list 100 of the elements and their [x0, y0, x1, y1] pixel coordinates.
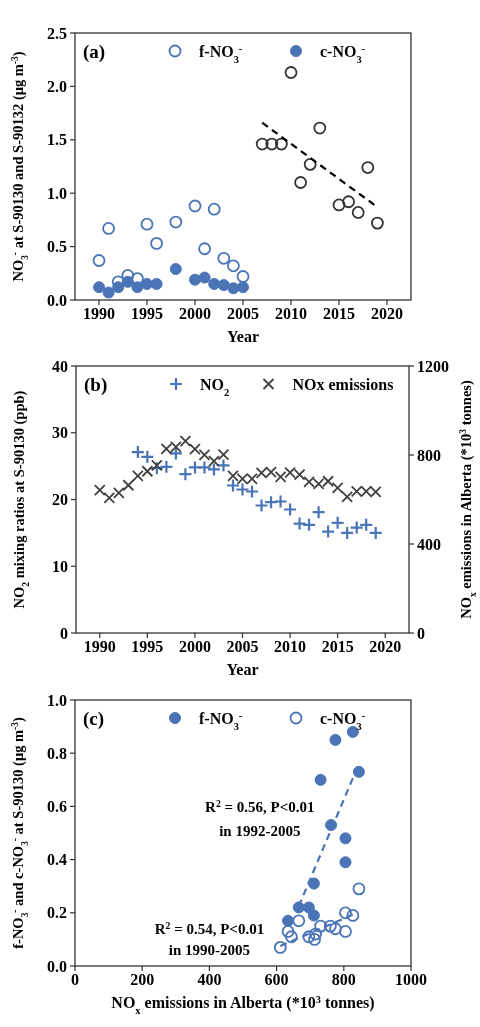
- point: [265, 137, 279, 151]
- x-tick-label: 2005: [226, 638, 259, 655]
- x-tick-label: 1000: [395, 971, 427, 988]
- point: [150, 459, 163, 472]
- point: [308, 933, 321, 946]
- point: [93, 484, 106, 497]
- point: [198, 448, 211, 461]
- point: [342, 195, 355, 209]
- point: [330, 515, 345, 530]
- annotation: (b): [84, 373, 108, 396]
- point: [169, 215, 183, 229]
- y2-tick-label: 0: [417, 624, 425, 642]
- point: [274, 470, 287, 483]
- point: [294, 176, 307, 189]
- x-tick-label: 1990: [83, 638, 116, 655]
- point: [361, 161, 375, 174]
- y-tick-label: 0.8: [47, 744, 67, 762]
- point: [131, 470, 144, 482]
- point: [140, 217, 154, 231]
- point: [331, 482, 344, 494]
- point: [346, 725, 359, 738]
- x-tick-label: 400: [197, 971, 222, 988]
- y-tick-label: 0.0: [47, 957, 67, 975]
- point: [292, 914, 306, 928]
- point: [131, 281, 144, 294]
- point: [227, 282, 240, 295]
- point: [346, 909, 360, 922]
- point: [323, 919, 337, 933]
- point: [302, 901, 315, 914]
- point: [329, 922, 342, 936]
- x-tick-label: 2000: [179, 305, 211, 322]
- point: [314, 919, 328, 933]
- annotation: R$^{2}$ = 0.56, P<0.01: [205, 797, 315, 815]
- point: [352, 765, 365, 778]
- point: [198, 271, 211, 284]
- point: [349, 520, 364, 535]
- point: [371, 216, 384, 230]
- point: [275, 137, 288, 151]
- point: [141, 465, 154, 478]
- legend-label: NO$_{2}$: [200, 375, 230, 398]
- point: [273, 940, 287, 954]
- point: [313, 121, 327, 135]
- y-tick-label: 1.5: [47, 131, 67, 149]
- point: [325, 819, 338, 832]
- point: [352, 882, 366, 896]
- x-tick-label: 2010: [274, 638, 307, 655]
- y-tick-label: 10: [52, 557, 68, 575]
- y-tick-label: 0.2: [47, 904, 67, 922]
- x-tick-label: 200: [130, 971, 155, 988]
- y-tick-label: 1.0: [47, 691, 67, 709]
- point: [188, 199, 202, 213]
- point: [314, 773, 327, 786]
- y-tick-label: 20: [52, 491, 68, 509]
- y-tick-label: 0.0: [47, 291, 67, 309]
- point: [339, 906, 352, 920]
- point: [150, 277, 163, 290]
- point: [303, 157, 317, 171]
- point: [254, 498, 269, 513]
- y-tick-label: 0.4: [47, 851, 67, 869]
- point: [302, 930, 316, 944]
- point: [206, 462, 222, 477]
- x-tick-label: 2010: [275, 305, 307, 322]
- y2-tick-label: 1200: [417, 357, 449, 375]
- point: [227, 259, 240, 273]
- point: [217, 251, 231, 265]
- x-tick-label: 2000: [178, 638, 211, 655]
- y2-tick-label: 800: [417, 446, 441, 464]
- annotation: in 1990-2005: [168, 942, 251, 959]
- point: [321, 524, 336, 539]
- x-axis-title: Year: [226, 661, 259, 678]
- point: [150, 237, 163, 250]
- point: [159, 459, 174, 474]
- point: [255, 137, 269, 151]
- y-tick-label: 1.0: [47, 184, 67, 202]
- point: [198, 242, 211, 256]
- point: [217, 448, 230, 461]
- point: [307, 877, 320, 890]
- point: [339, 832, 352, 845]
- point: [237, 281, 249, 294]
- point: [339, 856, 352, 869]
- point: [329, 733, 342, 746]
- y-tick-label: 0.5: [47, 238, 67, 256]
- point: [92, 254, 106, 267]
- point: [217, 279, 230, 292]
- annotation: (c): [83, 707, 105, 730]
- x-tick-label: 1990: [83, 305, 115, 322]
- point: [244, 484, 260, 499]
- point: [103, 492, 116, 504]
- point: [102, 222, 115, 235]
- x-tick-label: 1995: [131, 638, 164, 655]
- x-tick-label: 2005: [227, 305, 259, 322]
- point: [332, 198, 346, 212]
- point: [236, 270, 250, 283]
- annotation: (a): [83, 40, 106, 63]
- point: [302, 517, 317, 532]
- point: [341, 490, 354, 503]
- y-tick-label: 0: [60, 624, 68, 642]
- y-tick-label: 2.0: [47, 78, 67, 95]
- legend-label: NOx emissions: [292, 375, 394, 393]
- x-tick-label: 0: [71, 971, 79, 988]
